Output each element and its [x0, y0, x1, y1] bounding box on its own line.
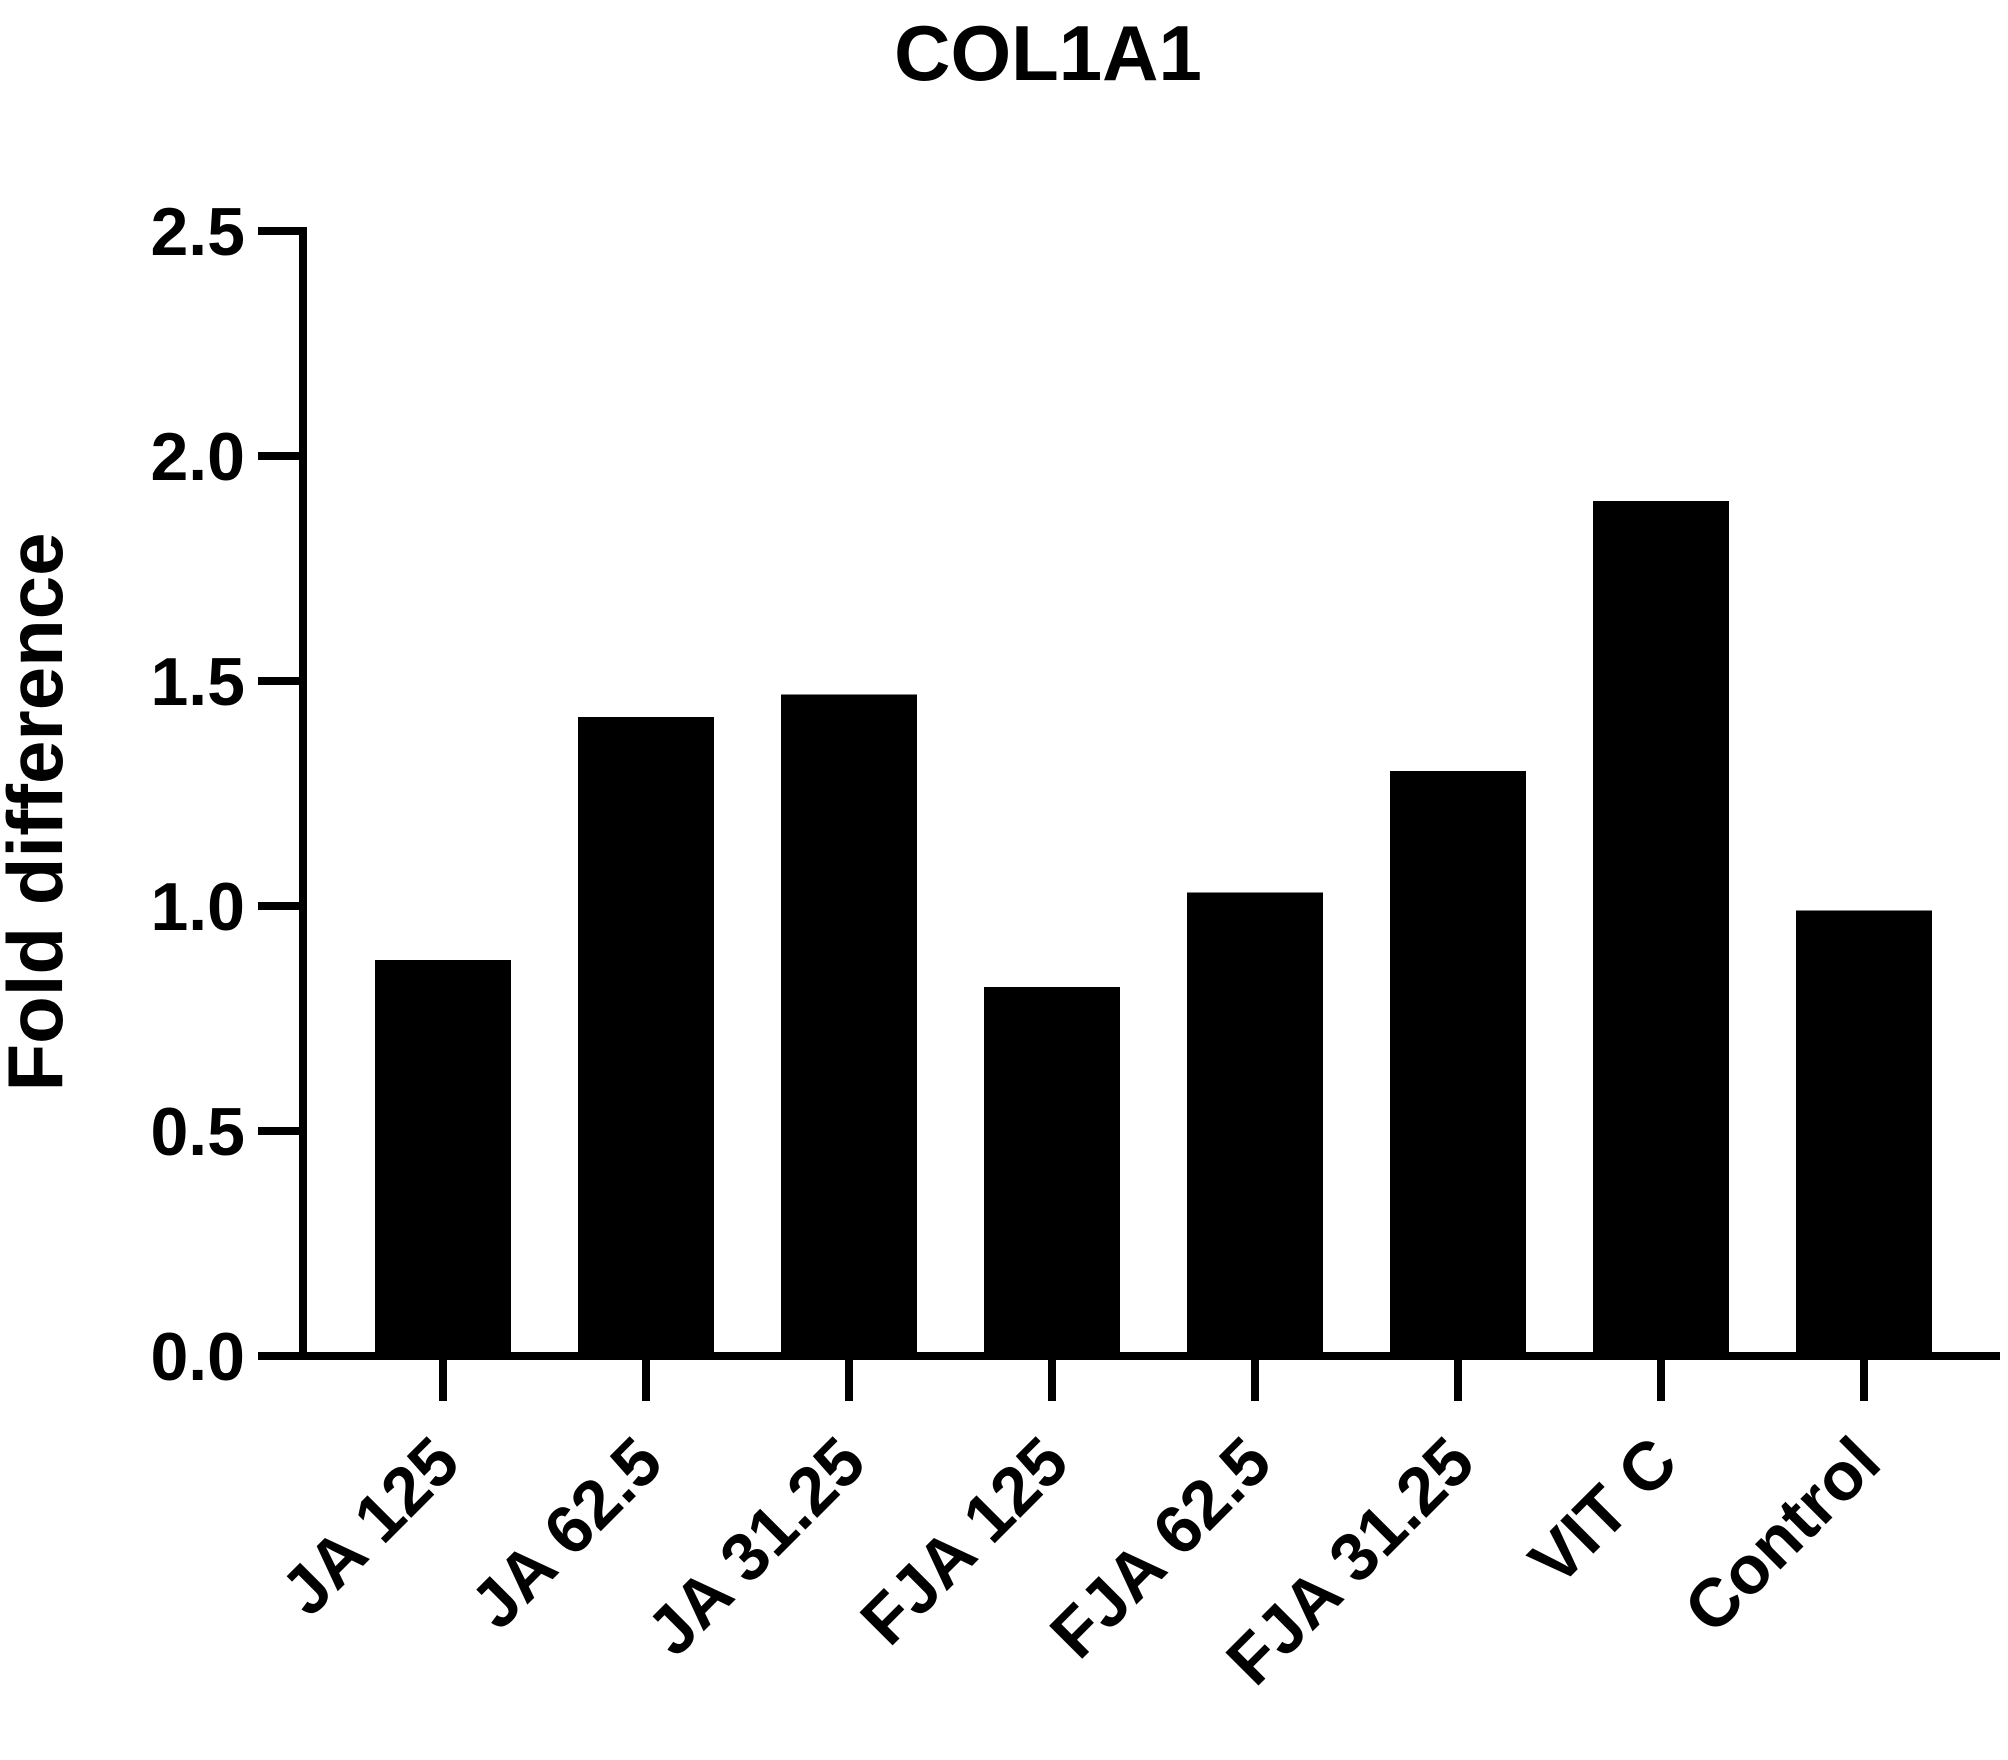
y-tick-label: 1.5: [150, 644, 245, 720]
y-tick-label: 0.5: [150, 1094, 245, 1170]
bar-ja-31-25: [781, 694, 917, 1356]
x-tick-label: JA 125: [267, 1423, 474, 1630]
bar-fja-62-5: [1187, 892, 1323, 1356]
y-tick-label: 2.0: [150, 419, 245, 495]
bar-ja-125: [375, 960, 511, 1356]
x-tick-label: JA 31.25: [632, 1423, 879, 1670]
bar-control: [1796, 910, 1932, 1356]
y-axis-label: Fold difference: [0, 532, 79, 1091]
x-tick-label: VIT C: [1515, 1423, 1692, 1600]
y-tick-label: 2.5: [150, 194, 245, 270]
y-ticks-group: 0.0 0.5 1.0 1.5 2.0 2.5: [150, 194, 303, 1395]
chart-title: COL1A1: [894, 9, 1202, 97]
y-tick-label: 0.0: [150, 1319, 245, 1395]
bar-ja-62-5: [578, 717, 714, 1356]
x-tick-label: Control: [1670, 1423, 1895, 1648]
y-tick-label: 1.0: [150, 869, 245, 945]
bars-group: [375, 501, 1932, 1356]
bar-fja-125: [984, 987, 1120, 1356]
bar-fja-31-25: [1390, 771, 1526, 1356]
bar-vit-c: [1593, 501, 1729, 1356]
axes-group: [258, 227, 2000, 1360]
